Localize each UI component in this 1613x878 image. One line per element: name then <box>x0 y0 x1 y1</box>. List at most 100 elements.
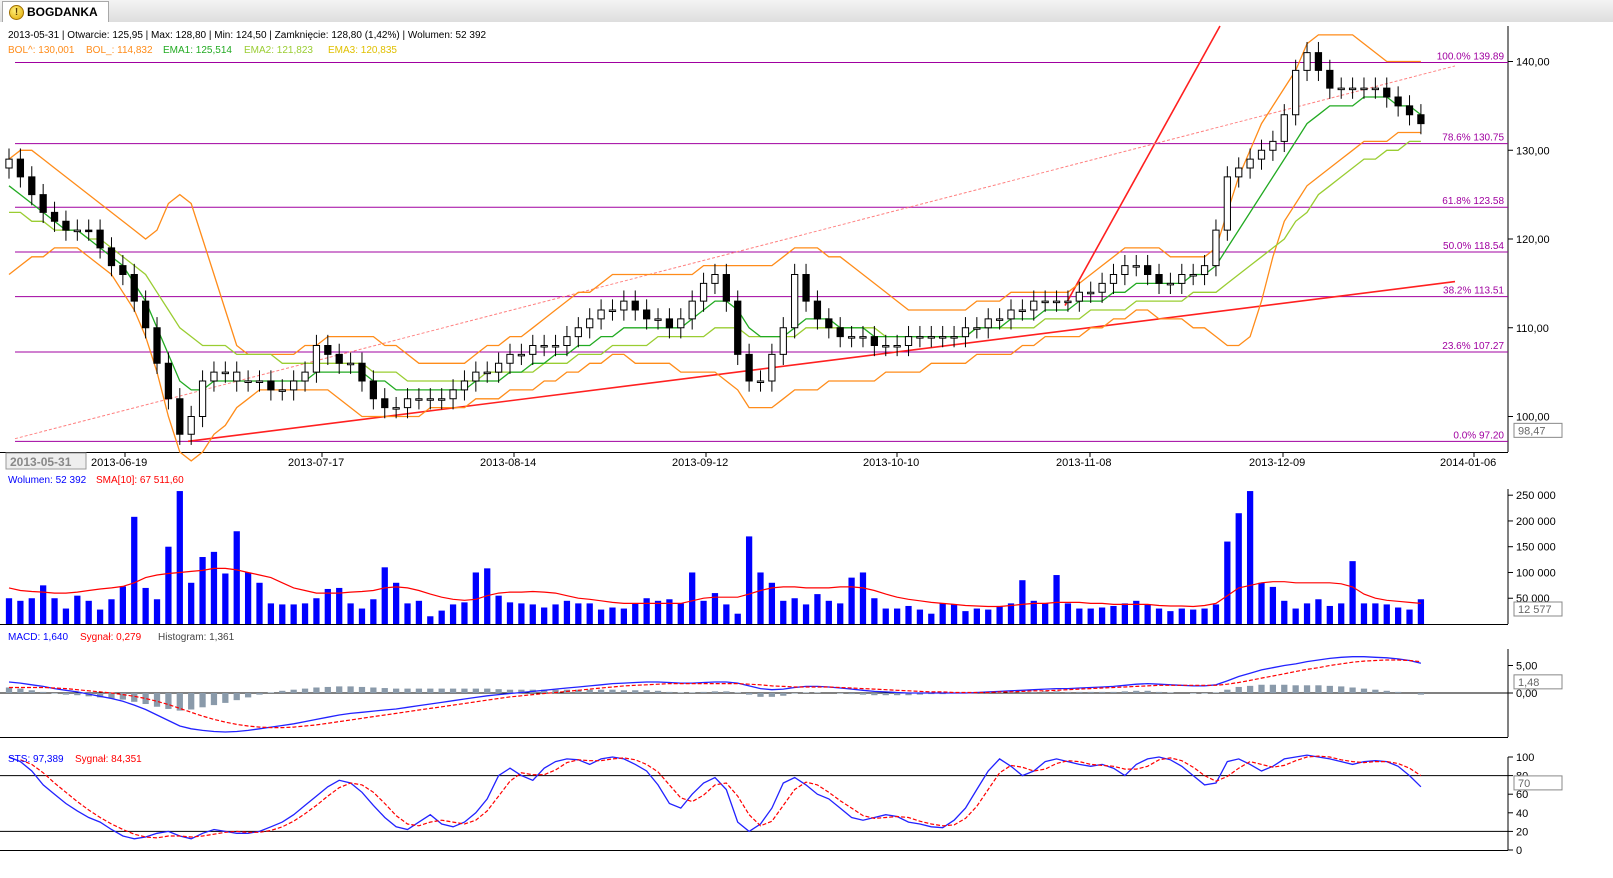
candle-body <box>813 300 822 320</box>
candle-body <box>643 309 651 320</box>
macd-histogram-bar <box>1269 684 1277 693</box>
macd-histogram-bar <box>723 691 730 693</box>
candle-body <box>1166 282 1175 286</box>
candle-body <box>244 380 252 383</box>
volume-bar <box>1395 607 1402 624</box>
candle-body <box>142 300 150 329</box>
macd-histogram-bar <box>1292 685 1299 693</box>
macd-histogram-bar <box>791 693 798 694</box>
candle-body <box>358 362 366 382</box>
volume-bar <box>609 607 616 624</box>
date-axis-label: 2013-10-10 <box>863 457 919 469</box>
volume-bar <box>734 613 741 624</box>
volume-bar <box>632 603 639 624</box>
macd-histogram-bar <box>1167 692 1174 693</box>
fib-level-label: 0.0% 97.20 <box>1453 430 1504 441</box>
macd-histogram-bar <box>131 693 138 702</box>
price-axis-label: 120,00 <box>1516 234 1550 246</box>
macd-histogram-bar <box>96 693 104 698</box>
candle-body <box>1064 300 1072 304</box>
volume-bar <box>541 607 548 624</box>
volume-bar <box>677 603 684 624</box>
candle-body <box>916 336 924 339</box>
macd-histogram-bar <box>28 690 35 693</box>
candle-body <box>779 327 787 355</box>
volume-bar <box>1064 603 1072 624</box>
macd-histogram-bar <box>916 693 924 695</box>
candle-body <box>859 336 867 339</box>
sts-last-value: 70 <box>1518 778 1530 790</box>
candle-body <box>1280 114 1288 142</box>
macd-histogram-bar <box>745 693 753 695</box>
volume-bar <box>438 610 445 624</box>
volume-bar <box>928 613 935 624</box>
candle-body <box>335 353 343 364</box>
volume-bar <box>1110 605 1117 624</box>
volume-bar <box>1087 608 1094 624</box>
macd-histogram-bar <box>1281 684 1288 693</box>
candle-body <box>665 318 674 329</box>
volume-bar <box>256 582 263 624</box>
macd-histogram-bar <box>1326 685 1333 693</box>
candle-body <box>198 380 207 417</box>
date-axis-label: 2013-12-09 <box>1249 457 1305 469</box>
macd-histogram-bar <box>654 690 662 693</box>
macd-histogram-bar <box>541 689 548 693</box>
volume-bar <box>1246 491 1254 624</box>
candle-body <box>540 345 548 348</box>
candle-body <box>768 353 776 382</box>
candle-body <box>893 345 901 348</box>
candle-body <box>551 345 560 348</box>
volume-bar <box>1030 600 1037 624</box>
volume-bar <box>1224 541 1231 624</box>
volume-bar <box>745 536 753 624</box>
macd-histogram-bar <box>1019 691 1026 693</box>
candle-body <box>1075 291 1083 302</box>
volume-bar <box>1098 607 1106 624</box>
candle-body <box>5 158 13 169</box>
volume-bar <box>222 573 229 624</box>
candle-body <box>153 327 161 364</box>
volume-bar <box>859 572 867 624</box>
volume-bar <box>1155 608 1163 624</box>
candle-body <box>472 371 480 382</box>
candle-body <box>96 229 104 249</box>
macd-histogram-bar <box>1212 692 1220 693</box>
sts-signal-line <box>20 755 1422 839</box>
volume-bar <box>939 603 946 624</box>
candle-body <box>1030 300 1038 311</box>
candle-body <box>529 345 537 355</box>
candle-body <box>426 398 434 401</box>
macd-histogram-bar <box>1087 691 1094 693</box>
macd-histogram-bar <box>461 688 468 693</box>
warning-icon: ! <box>9 5 24 20</box>
volume-bar <box>529 604 536 624</box>
candle-body <box>939 336 947 339</box>
macd-histogram-bar <box>1144 690 1151 693</box>
candle-body <box>130 274 138 302</box>
date-axis-label: 2013-07-17 <box>288 457 344 469</box>
sts-info: STS: 97,389 <box>8 754 64 765</box>
volume-bar <box>1167 611 1174 624</box>
volume-bar <box>1281 600 1288 624</box>
chart-area[interactable]: 100.0% 139.89 78.6% 130.75 61.8% 123.58 50.… <box>0 22 1613 878</box>
macd-histogram-bar <box>1360 688 1368 693</box>
price-axis-label: 140,00 <box>1516 57 1550 69</box>
candle-body <box>1303 52 1311 71</box>
fib-level-label: 38.2% 113.51 <box>1443 286 1504 297</box>
macd-histogram-bar <box>165 693 172 709</box>
volume-bar <box>1042 603 1049 624</box>
volume-bar <box>267 603 275 624</box>
tab-bogdanka[interactable]: ! BOGDANKA <box>2 1 109 22</box>
macd-axis-label: 5,00 <box>1516 661 1537 673</box>
volume-bar <box>199 557 206 624</box>
candle-body <box>574 327 582 338</box>
candle-body <box>392 407 400 410</box>
candle-body <box>1132 265 1140 268</box>
macd-histogram-bar <box>153 693 161 707</box>
volume-bar <box>1372 603 1379 624</box>
trend-line-dashed <box>14 65 1456 440</box>
macd-histogram-bar <box>336 686 343 693</box>
volume-bar <box>552 604 559 624</box>
candle-body <box>950 336 958 339</box>
